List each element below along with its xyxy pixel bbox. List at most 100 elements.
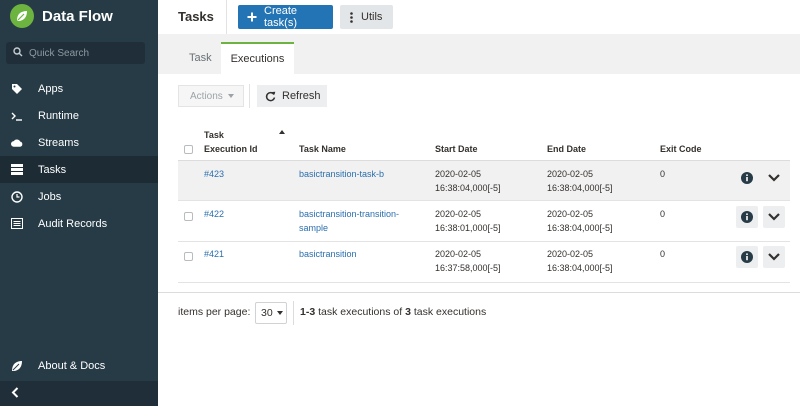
info-icon <box>741 251 753 263</box>
chevron-left-icon <box>11 386 19 401</box>
terminal-icon <box>11 110 23 122</box>
sidebar-item-runtime[interactable]: Runtime <box>0 102 158 129</box>
date-text: 2020-02-05 <box>435 169 482 179</box>
sidebar-item-label: Runtime <box>38 109 79 122</box>
start-date: 2020-02-05 16:38:04,000[-5] <box>435 167 501 195</box>
time-text: 16:38:04,000[-5] <box>435 183 501 193</box>
tab-executions[interactable]: Executions <box>221 42 294 74</box>
column-header-task-name: Task Name <box>299 144 346 154</box>
table-row <box>178 243 790 283</box>
start-date: 2020-02-05 16:37:58,000[-5] <box>435 247 501 275</box>
execution-id-link[interactable]: #423 <box>204 169 225 179</box>
divider <box>158 292 800 293</box>
chevron-down-icon <box>768 174 780 182</box>
exit-code: 0 <box>660 249 666 259</box>
row-menu-button[interactable] <box>763 246 785 268</box>
tasks-icon <box>11 164 23 176</box>
pagination-range: 1-3 <box>300 306 316 318</box>
sidebar-item-label: Tasks <box>38 163 67 176</box>
top-bar: Tasks Create task(s) Utils <box>158 0 800 34</box>
quick-search[interactable] <box>6 42 145 64</box>
spring-leaf-logo-icon <box>10 4 34 28</box>
sidebar-item-apps[interactable]: Apps <box>0 75 158 102</box>
column-header-label: Task <box>204 130 224 140</box>
leaf-icon <box>11 360 23 372</box>
divider <box>249 84 250 108</box>
main-content: Tasks Create task(s) Utils Task Executio… <box>158 0 800 406</box>
actions-label: Actions <box>190 90 223 102</box>
pagination-total: 3 <box>405 306 411 318</box>
end-date: 2020-02-05 16:38:04,000[-5] <box>547 247 613 275</box>
column-header-execution-id[interactable]: Task Execution Id <box>204 128 258 156</box>
utils-label: Utils <box>361 11 383 23</box>
column-header-start-date: Start Date <box>435 144 478 154</box>
executions-panel <box>158 74 800 406</box>
refresh-button[interactable]: Refresh <box>257 85 327 107</box>
tab-task[interactable]: Task <box>189 52 212 64</box>
sidebar-item-audit-records[interactable]: Audit Records <box>0 210 158 237</box>
exit-code: 0 <box>660 209 666 219</box>
sidebar-item-tasks[interactable]: Tasks <box>0 156 158 183</box>
time-text: 16:38:04,000[-5] <box>547 223 613 233</box>
page-title: Tasks <box>178 9 214 24</box>
items-per-page-value: 30 <box>261 307 273 319</box>
vertical-ellipsis-icon <box>350 11 353 23</box>
search-icon <box>13 46 23 60</box>
details-button[interactable] <box>736 206 758 228</box>
row-menu-button[interactable] <box>763 206 785 228</box>
task-name-link[interactable]: basictransition <box>299 249 357 259</box>
task-name-link[interactable]: basictransition-transition-sample <box>299 209 400 233</box>
refresh-label: Refresh <box>282 90 321 102</box>
task-name-link[interactable]: basictransition-task-b <box>299 169 385 179</box>
time-text: 16:38:04,000[-5] <box>547 263 613 273</box>
items-per-page-select[interactable]: 30 <box>255 302 287 324</box>
table-row <box>178 202 790 242</box>
row-menu-button[interactable] <box>763 167 785 189</box>
cloud-icon <box>11 137 23 149</box>
time-text: 16:38:04,000[-5] <box>547 183 613 193</box>
date-text: 2020-02-05 <box>547 209 594 219</box>
sort-ascending-icon[interactable] <box>279 130 285 134</box>
info-icon <box>741 211 753 223</box>
brand[interactable]: Data Flow <box>10 4 113 28</box>
plus-icon <box>247 12 257 22</box>
column-header-exit-code: Exit Code <box>660 144 702 154</box>
sidebar-collapse-button[interactable] <box>0 381 158 406</box>
execution-id-link[interactable]: #421 <box>204 249 225 259</box>
select-all-checkbox[interactable] <box>184 145 193 154</box>
create-task-button[interactable]: Create task(s) <box>238 5 333 29</box>
row-checkbox[interactable] <box>184 252 193 261</box>
details-button[interactable] <box>736 246 758 268</box>
search-input[interactable] <box>29 47 139 59</box>
actions-dropdown[interactable]: Actions <box>178 85 244 107</box>
sidebar-item-label: Jobs <box>38 190 62 203</box>
row-checkbox[interactable] <box>184 212 193 221</box>
divider <box>178 160 790 161</box>
refresh-icon <box>265 91 276 102</box>
sidebar-item-jobs[interactable]: Jobs <box>0 183 158 210</box>
sidebar-item-label: Streams <box>38 136 79 149</box>
start-date: 2020-02-05 16:38:01,000[-5] <box>435 207 501 235</box>
sidebar-item-about-docs[interactable]: About & Docs <box>0 352 158 379</box>
date-text: 2020-02-05 <box>435 209 482 219</box>
divider <box>226 0 227 34</box>
details-button[interactable] <box>736 167 758 189</box>
pagination-summary: 1-3 task executions of 3 task executions <box>300 306 486 318</box>
pagination-text: task executions <box>410 306 487 318</box>
tags-icon <box>11 83 23 95</box>
pagination-text: task executions of <box>315 306 406 318</box>
info-icon <box>741 172 753 184</box>
sidebar-item-label: Audit Records <box>38 217 108 230</box>
create-task-label: Create task(s) <box>264 5 298 29</box>
chevron-down-icon <box>768 213 780 221</box>
list-icon <box>11 218 23 230</box>
items-per-page-label: items per page: <box>178 306 251 318</box>
sidebar: Data Flow Apps Runtime Streams <box>0 0 158 406</box>
utils-button[interactable]: Utils <box>340 5 393 29</box>
execution-id-link[interactable]: #422 <box>204 209 225 219</box>
date-text: 2020-02-05 <box>547 169 594 179</box>
time-text: 16:37:58,000[-5] <box>435 263 501 273</box>
chevron-down-icon <box>768 253 780 261</box>
sidebar-item-streams[interactable]: Streams <box>0 129 158 156</box>
table-row <box>178 161 790 201</box>
